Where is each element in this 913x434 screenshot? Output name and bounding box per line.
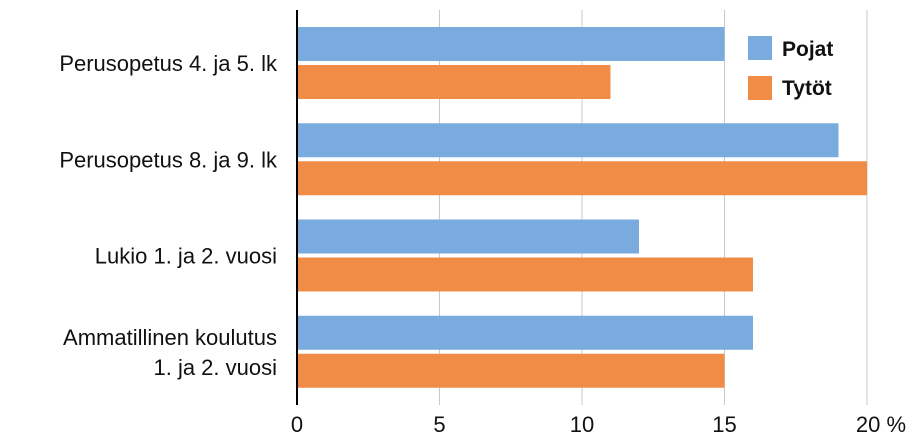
category-label: Lukio 1. ja 2. vuosi bbox=[95, 244, 277, 269]
x-tick-label: 20 % bbox=[856, 412, 906, 434]
bar-tytt-2 bbox=[297, 257, 753, 292]
category-label: Perusopetus 4. ja 5. lk bbox=[59, 51, 278, 76]
bar-pojat-0 bbox=[297, 27, 725, 61]
x-tick-label: 10 bbox=[570, 412, 594, 434]
category-label: Perusopetus 8. ja 9. lk bbox=[59, 147, 278, 172]
x-tick-label: 5 bbox=[433, 412, 445, 434]
x-tick-label: 0 bbox=[291, 412, 303, 434]
category-label: 1. ja 2. vuosi bbox=[153, 355, 277, 380]
bars bbox=[297, 27, 867, 388]
bar-pojat-3 bbox=[297, 315, 753, 350]
x-tick-label: 15 bbox=[712, 412, 736, 434]
bar-tytt-3 bbox=[297, 353, 725, 388]
bar-tytt-0 bbox=[297, 65, 611, 99]
legend: Pojat Tytöt bbox=[748, 36, 833, 100]
legend-label-pojat: Pojat bbox=[782, 38, 833, 61]
bar-tytt-1 bbox=[297, 161, 867, 196]
legend-swatch-tytot bbox=[748, 76, 772, 100]
legend-swatch-pojat bbox=[748, 36, 772, 60]
bar-pojat-1 bbox=[297, 123, 839, 158]
bar-pojat-2 bbox=[297, 219, 639, 254]
legend-label-tytot: Tytöt bbox=[782, 77, 832, 100]
category-label: Ammatillinen koulutus bbox=[63, 325, 277, 350]
x-tick-labels: 0 5 10 15 20 % bbox=[291, 412, 906, 434]
category-labels: Perusopetus 4. ja 5. lk Perusopetus 8. ja… bbox=[59, 51, 278, 380]
